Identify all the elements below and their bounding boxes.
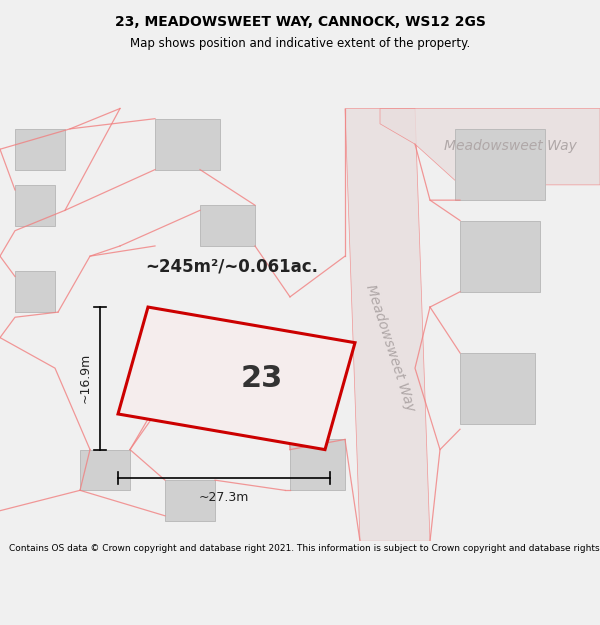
Polygon shape xyxy=(15,271,55,312)
Text: 23, MEADOWSWEET WAY, CANNOCK, WS12 2GS: 23, MEADOWSWEET WAY, CANNOCK, WS12 2GS xyxy=(115,15,485,29)
Polygon shape xyxy=(345,109,430,541)
Polygon shape xyxy=(80,449,130,491)
Polygon shape xyxy=(460,221,540,292)
Text: ~245m²/~0.061ac.: ~245m²/~0.061ac. xyxy=(146,258,319,276)
Polygon shape xyxy=(380,109,600,185)
Polygon shape xyxy=(15,185,55,226)
Polygon shape xyxy=(165,480,215,521)
Polygon shape xyxy=(15,129,65,169)
Text: ~27.3m: ~27.3m xyxy=(199,491,249,504)
Text: 23: 23 xyxy=(241,364,283,393)
Text: Map shows position and indicative extent of the property.: Map shows position and indicative extent… xyxy=(130,37,470,50)
Text: Contains OS data © Crown copyright and database right 2021. This information is : Contains OS data © Crown copyright and d… xyxy=(9,544,600,552)
Polygon shape xyxy=(155,119,220,169)
Polygon shape xyxy=(200,205,255,246)
Polygon shape xyxy=(118,307,355,449)
Polygon shape xyxy=(290,439,345,491)
Text: Meadowsweet Way: Meadowsweet Way xyxy=(443,139,577,153)
Text: Meadowsweet Way: Meadowsweet Way xyxy=(363,282,417,413)
Text: ~16.9m: ~16.9m xyxy=(79,353,92,404)
Polygon shape xyxy=(460,353,535,424)
Polygon shape xyxy=(455,129,545,200)
